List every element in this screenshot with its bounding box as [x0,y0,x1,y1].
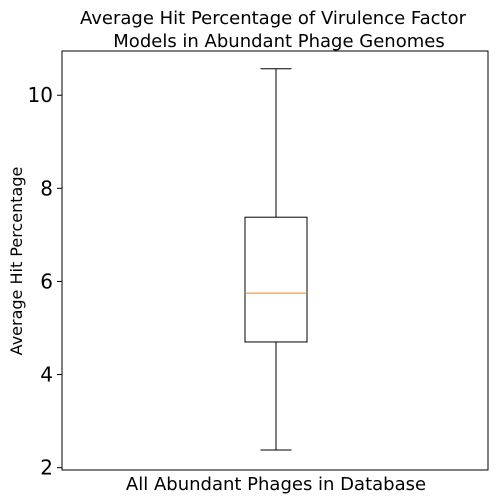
box-iqr [244,216,308,343]
chart-title-line-1: Average Hit Percentage of Virulence Fact… [80,8,467,29]
y-tick-label: 10 [28,83,53,107]
y-axis-label: Average Hit Percentage [7,167,26,356]
y-tick-label: 8 [40,176,53,200]
box-plot [244,68,308,451]
y-tick-label: 6 [40,269,53,293]
x-axis-label: All Abundant Phages in Database [126,474,426,495]
plot-area [61,50,489,471]
y-axis: 2 4 6 8 10 [28,83,62,480]
y-tick-label: 2 [40,456,53,480]
chart-title-line-2: Models in Abundant Phage Genomes [113,31,444,52]
y-tick-label: 4 [40,363,53,387]
